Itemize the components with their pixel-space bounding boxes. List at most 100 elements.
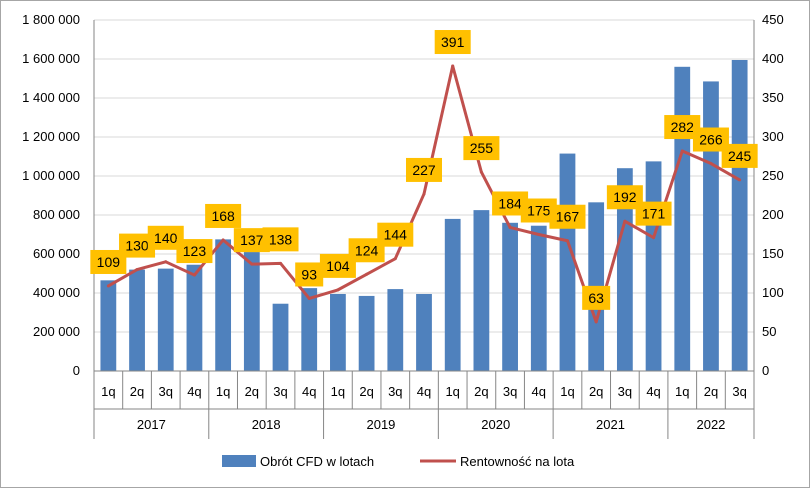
line-point [479, 170, 483, 174]
bar [100, 280, 117, 371]
x-tick-label: 3q [732, 384, 746, 399]
line-point [221, 238, 225, 242]
line-point [508, 225, 512, 229]
bar [530, 225, 547, 371]
line-point [709, 162, 713, 166]
x-tick-label: 3q [159, 384, 173, 399]
x-tick-label: 1q [101, 384, 115, 399]
x-tick-label: 2q [589, 384, 603, 399]
x-tick-label: 3q [503, 384, 517, 399]
y-left-tick-label: 1 800 000 [22, 12, 80, 27]
y-right-tick-label: 400 [762, 51, 784, 66]
line-point [135, 268, 139, 272]
bar [444, 218, 461, 371]
line-point [192, 273, 196, 277]
line-point [738, 178, 742, 182]
data-label: 167 [556, 209, 580, 225]
bar [645, 161, 662, 371]
line-point [537, 233, 541, 236]
line-point [307, 296, 311, 300]
x-tick-label: 4q [187, 384, 201, 399]
bar [186, 264, 203, 371]
line-point [594, 320, 598, 324]
bar [358, 295, 375, 371]
y-left-tick-label: 400 000 [33, 285, 80, 300]
y-left-tick-label: 200 000 [33, 324, 80, 339]
data-label-box [295, 262, 324, 287]
data-label: 138 [269, 231, 293, 247]
data-label-box [721, 143, 758, 168]
line-point [422, 192, 426, 196]
data-label-box [463, 136, 500, 161]
line-point [393, 257, 397, 261]
line-point [250, 262, 254, 266]
data-label: 144 [384, 227, 408, 243]
y-right-tick-label: 50 [762, 324, 776, 339]
data-label: 130 [125, 238, 149, 254]
data-label: 192 [613, 189, 637, 205]
bar [703, 81, 719, 372]
bar [129, 269, 145, 371]
data-label: 63 [588, 290, 604, 306]
data-label-box [176, 239, 213, 264]
x-tick-label: 4q [302, 384, 316, 399]
data-label: 104 [326, 258, 350, 274]
y-left-tick-label: 0 [73, 363, 80, 378]
data-label: 391 [441, 34, 465, 50]
data-label: 124 [355, 242, 379, 258]
data-label: 137 [240, 232, 264, 248]
data-label: 255 [470, 140, 494, 156]
y-right-tick-label: 250 [762, 168, 784, 183]
data-label-box [262, 227, 299, 252]
y-right-tick-label: 150 [762, 246, 784, 261]
x-tick-label: 2q [130, 384, 144, 399]
bar [330, 293, 346, 371]
bar [416, 293, 432, 371]
data-label-box [434, 30, 471, 55]
year-label: 2022 [696, 417, 725, 432]
year-label: 2019 [366, 417, 395, 432]
data-label: 123 [183, 243, 207, 259]
x-tick-label: 2q [704, 384, 718, 399]
y-left-tick-label: 600 000 [33, 246, 80, 261]
legend-swatch-bars [222, 455, 256, 467]
line-point [680, 149, 684, 153]
bar [215, 239, 232, 371]
x-tick-label: 3q [618, 384, 632, 399]
y-right-tick-label: 350 [762, 90, 784, 105]
line-point [106, 284, 110, 288]
y-left-tick-label: 1 600 000 [22, 51, 80, 66]
bar [272, 303, 289, 371]
data-label-box [90, 249, 127, 274]
year-label: 2017 [137, 417, 166, 432]
bar [243, 252, 260, 371]
line-point [623, 219, 627, 223]
y-left-tick-label: 1 000 000 [22, 168, 80, 183]
line-point [365, 272, 369, 276]
x-tick-label: 1q [445, 384, 459, 399]
line-point [565, 239, 569, 243]
legend-label-line: Rentowność na lota [460, 454, 575, 469]
x-tick-label: 2q [359, 384, 373, 399]
year-label: 2020 [481, 417, 510, 432]
x-tick-label: 2q [245, 384, 259, 399]
y-right-tick-label: 450 [762, 12, 784, 27]
x-tick-label: 4q [417, 384, 431, 399]
bar [731, 59, 748, 371]
line-point [652, 236, 656, 240]
data-label-box [582, 285, 611, 310]
x-tick-label: 3q [273, 384, 287, 399]
x-tick-label: 4q [532, 384, 546, 399]
x-tick-label: 1q [216, 384, 230, 399]
data-label: 171 [642, 206, 666, 222]
data-label-box [205, 203, 242, 228]
data-label: 140 [154, 230, 178, 246]
line-point [164, 260, 168, 264]
data-label: 175 [527, 203, 551, 219]
line-point [336, 288, 340, 292]
bar [157, 268, 174, 371]
data-label: 184 [498, 195, 522, 211]
data-label: 266 [699, 132, 723, 148]
data-label-box [692, 127, 729, 152]
